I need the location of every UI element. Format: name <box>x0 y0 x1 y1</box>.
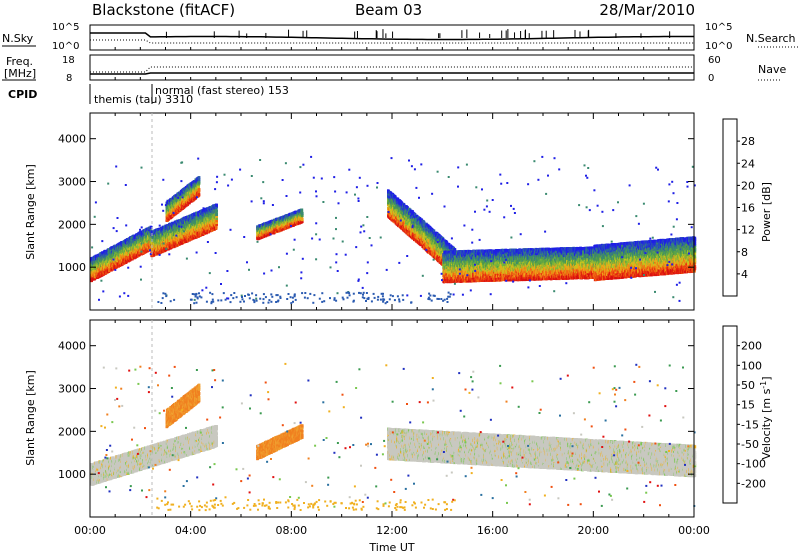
nsearch-tick-top: 10^5 <box>705 22 732 33</box>
power-cell <box>301 209 304 212</box>
freq-panel <box>90 55 694 80</box>
nave-tick-top: 60 <box>708 55 721 66</box>
nave-tick-bottom: 0 <box>708 73 714 84</box>
power-cell <box>301 218 304 221</box>
power-cell <box>198 176 201 179</box>
freq-unit-label: [MHz] <box>4 67 36 80</box>
nsky-panel <box>90 25 694 50</box>
date-title: 28/Mar/2010 <box>599 1 695 19</box>
station-title: Blackstone (fitACF) <box>92 1 235 19</box>
power-cell <box>301 212 304 215</box>
cpid-entry-2: normal (fast stereo) 153 <box>155 84 289 97</box>
power-cell <box>198 193 201 196</box>
nsky-label: N.Sky <box>2 32 34 45</box>
power-cell <box>215 210 218 213</box>
power-scatter <box>90 156 696 304</box>
power-cell <box>198 188 201 191</box>
nsky-line <box>90 33 694 40</box>
nave-label: Nave <box>758 63 786 76</box>
power-cell <box>215 213 218 216</box>
nsearch-label: N.Search <box>746 32 796 45</box>
cpid-label: CPID <box>8 88 37 101</box>
freq-tick-top: 18 <box>62 55 75 66</box>
nave-line <box>90 67 694 72</box>
beam-title: Beam 03 <box>355 1 422 19</box>
nsky-tick-top: 10^5 <box>52 22 79 33</box>
freq-tick-bottom: 8 <box>66 73 72 84</box>
freq-line <box>90 73 694 74</box>
nsky-tick-bottom: 10^0 <box>52 41 79 52</box>
power-cell <box>215 204 218 207</box>
nsearch-line <box>90 40 694 43</box>
nsearch-tick-bottom: 10^0 <box>705 41 732 52</box>
